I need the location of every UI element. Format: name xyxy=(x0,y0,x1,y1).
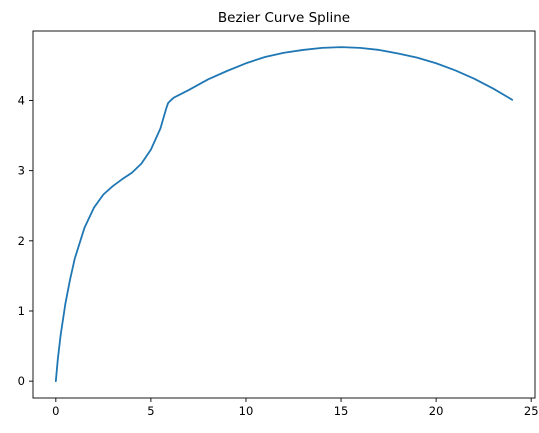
x-tick-label-2: 10 xyxy=(239,404,254,418)
axes-frame xyxy=(32,30,536,399)
chart-title: Bezier Curve Spline xyxy=(218,10,350,26)
plot-area xyxy=(54,46,514,383)
x-tick-label-0: 0 xyxy=(52,404,59,418)
y-tick-label-0: 0 xyxy=(18,374,25,388)
x-tick-label-5: 25 xyxy=(524,404,539,418)
x-tick-label-3: 15 xyxy=(334,404,349,418)
x-tick-label-1: 5 xyxy=(147,404,154,418)
y-tick-label-4: 4 xyxy=(18,93,25,107)
y-tick-label-2: 2 xyxy=(18,234,25,248)
y-tick-label-1: 1 xyxy=(18,304,25,318)
series-line-0 xyxy=(54,46,514,383)
axes-ticks: 0 5 10 15 20 25 0 1 2 3 4 xyxy=(18,93,539,418)
y-tick-label-3: 3 xyxy=(18,164,25,178)
x-tick-label-4: 20 xyxy=(429,404,444,418)
